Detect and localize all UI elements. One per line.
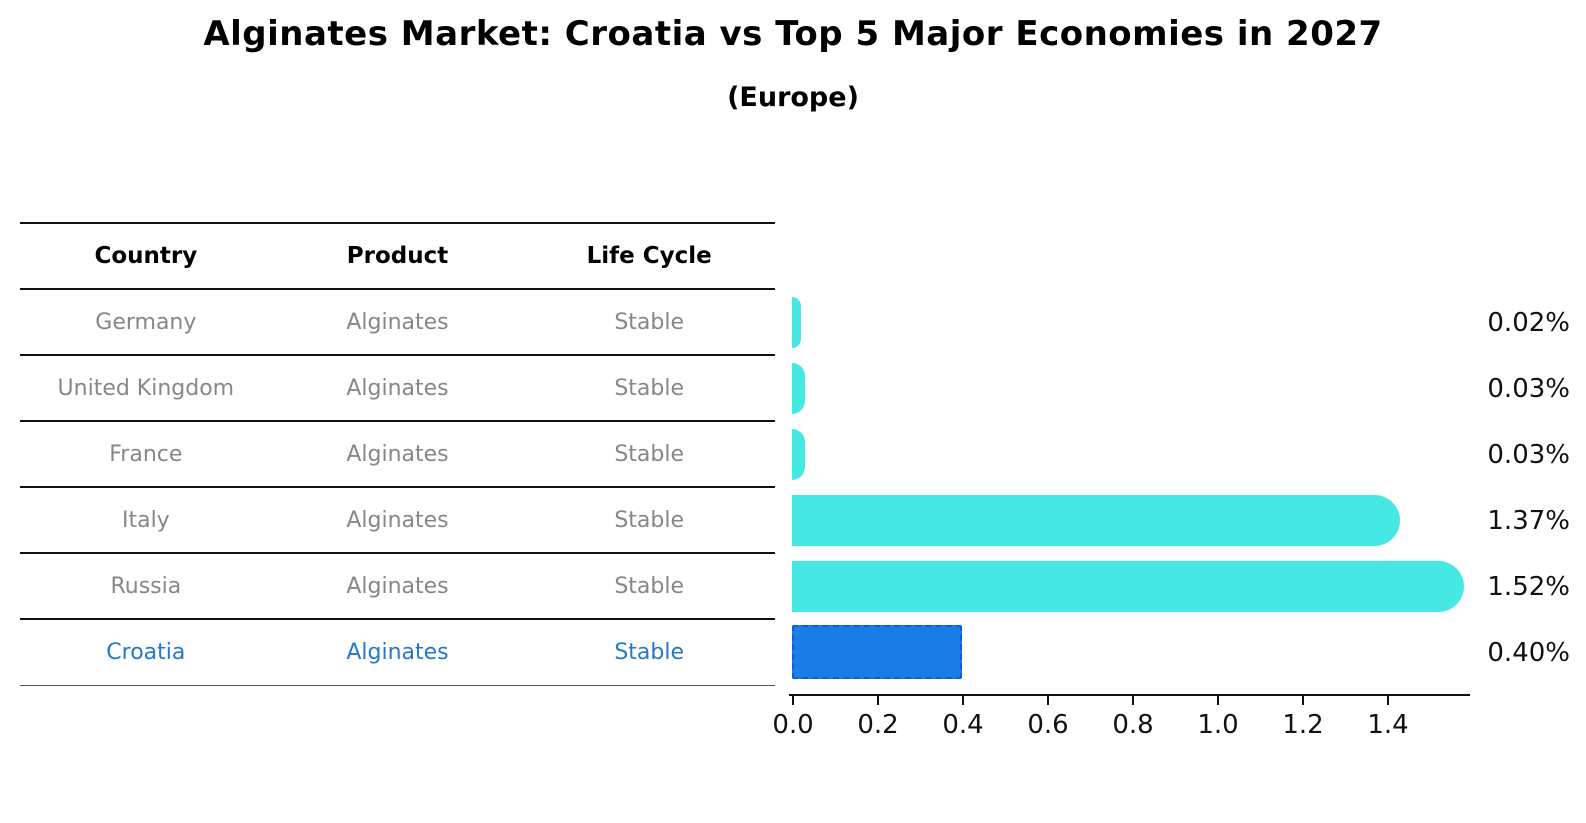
product-cell: Alginates [346,640,449,665]
country-cell: United Kingdom [57,375,235,401]
country-cell: Russia [110,573,182,599]
table-row-croatia: Croatia Alginates Stable [20,620,775,686]
table-row-russia: Russia Alginates Stable [20,554,775,620]
x-axis-tick-label: 0.2 [857,710,899,740]
life-cycle-cell: Stable [614,375,685,401]
country-cell: Germany [95,309,197,335]
table-row-italy: Italy Alginates Stable [20,488,775,554]
life-cycle-cell: Stable [614,507,685,533]
chart-title: Alginates Market: Croatia vs Top 5 Major… [203,14,1383,54]
value-label-germany: 0.02% [1487,308,1570,338]
table-header-row: Country Product Life Cycle [20,222,775,290]
product-cell: Alginates [346,441,449,467]
x-axis-tick-label: 0.0 [772,710,814,740]
x-axis-tick-label: 0.8 [1112,710,1154,740]
product-cell: Alginates [346,375,449,401]
life-cycle-cell: Stable [614,573,685,599]
value-label-russia: 1.52% [1487,572,1570,602]
x-axis-tick [792,696,794,705]
x-axis-tick [1302,696,1304,705]
bar-france [792,429,805,480]
bar-croatia [792,625,962,679]
table-row-united-kingdom: United Kingdom Alginates Stable [20,356,775,422]
x-axis: 0.0 0.2 0.4 0.6 0.8 1.0 1.2 1.4 [772,694,1489,754]
chart-subtitle: (Europe) [727,82,859,113]
x-axis-tick [962,696,964,705]
life-cycle-cell: Stable [614,441,685,467]
x-axis-tick [877,696,879,705]
bar-united-kingdom [792,363,805,414]
product-cell: Alginates [346,573,449,599]
value-label-croatia: 0.40% [1487,638,1570,668]
bar-germany [792,297,801,348]
x-axis-tick-label: 1.4 [1367,710,1409,740]
value-label-united-kingdom: 0.03% [1487,374,1570,404]
bar-russia [792,561,1464,612]
x-axis-tick-label: 0.6 [1027,710,1069,740]
country-cell: Italy [121,507,170,533]
value-label-france: 0.03% [1487,440,1570,470]
x-axis-tick [1132,696,1134,705]
life-cycle-cell: Stable [614,640,685,665]
col-header-country: Country [94,243,198,269]
x-axis-tick [1217,696,1219,705]
x-axis-line [789,694,1470,696]
col-header-life-cycle: Life Cycle [586,243,712,269]
bar-plot-area [792,290,1552,686]
bar-italy [792,495,1401,546]
x-axis-tick-label: 0.4 [942,710,984,740]
table-row-germany: Germany Alginates Stable [20,290,775,356]
x-axis-tick-label: 1.2 [1282,710,1324,740]
product-cell: Alginates [346,507,449,533]
product-cell: Alginates [346,309,449,335]
value-label-italy: 1.37% [1487,506,1570,536]
table-row-france: France Alginates Stable [20,422,775,488]
x-axis-tick [1387,696,1389,705]
data-table: Country Product Life Cycle Germany Algin… [20,222,775,686]
col-header-product: Product [346,243,449,269]
x-axis-tick-label: 1.0 [1197,710,1239,740]
x-axis-tick [1047,696,1049,705]
life-cycle-cell: Stable [614,309,685,335]
country-cell: France [109,441,183,467]
country-cell: Croatia [106,640,186,665]
